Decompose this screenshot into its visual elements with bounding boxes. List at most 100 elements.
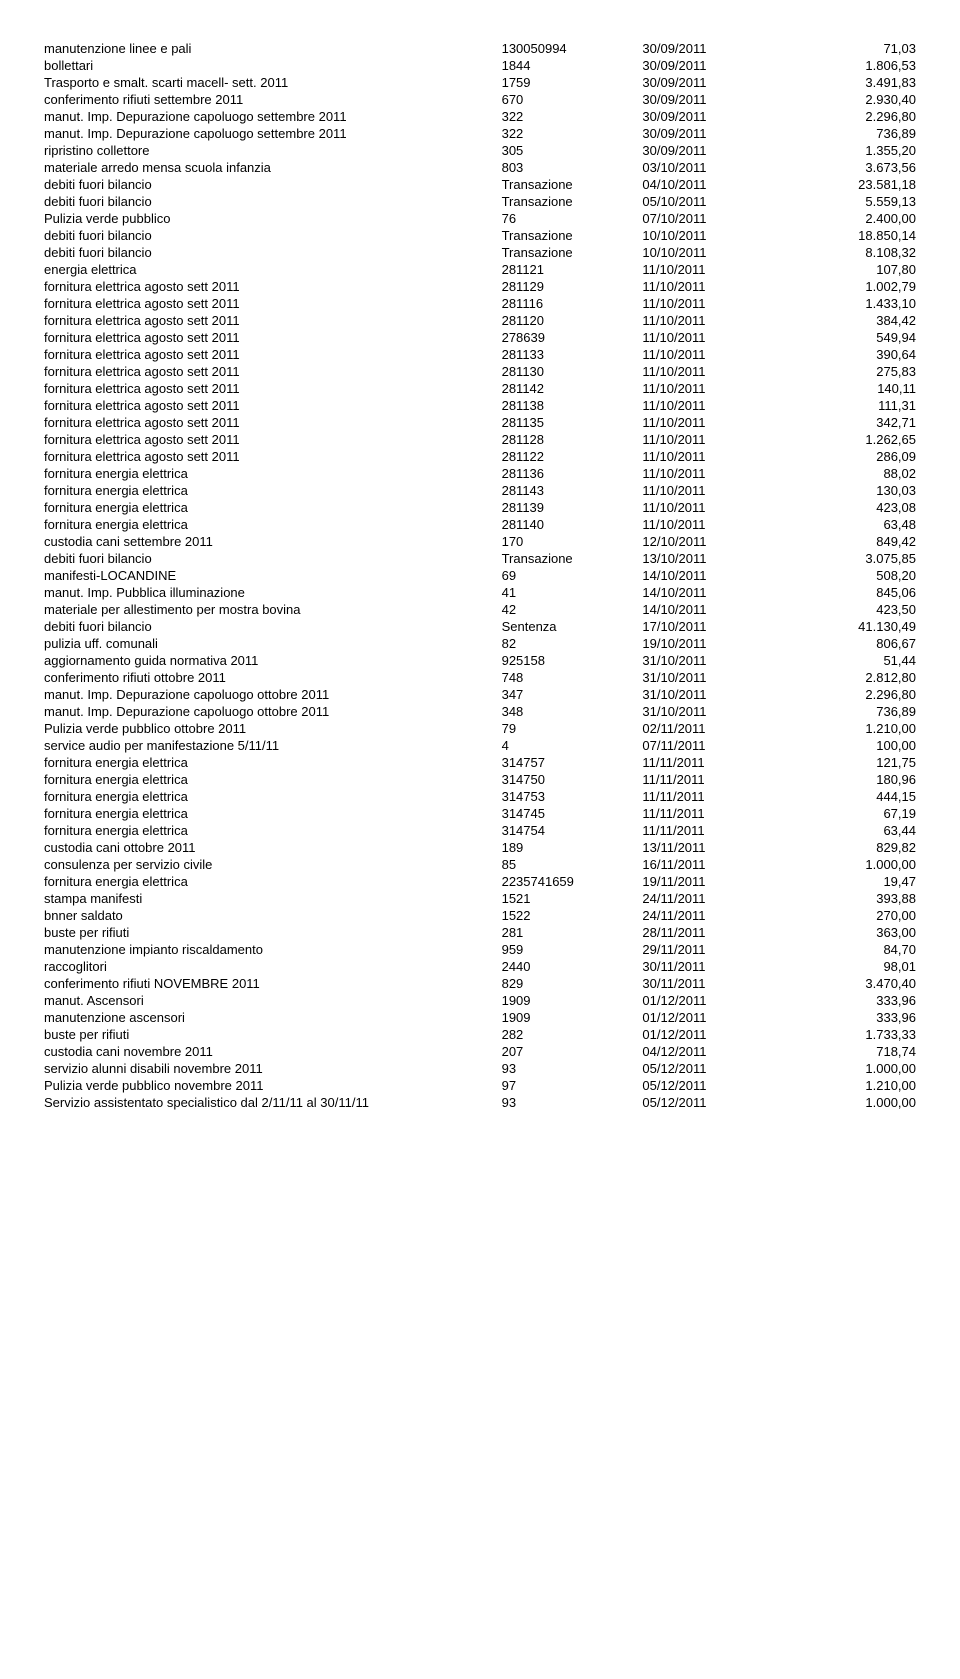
cell-description: fornitura elettrica agosto sett 2011 xyxy=(40,380,498,397)
cell-code: 282 xyxy=(498,1026,639,1043)
table-row: manut. Imp. Pubblica illuminazione4114/1… xyxy=(40,584,920,601)
cell-amount: 2.296,80 xyxy=(779,686,920,703)
cell-amount: 41.130,49 xyxy=(779,618,920,635)
cell-description: materiale per allestimento per mostra bo… xyxy=(40,601,498,618)
table-row: materiale per allestimento per mostra bo… xyxy=(40,601,920,618)
cell-description: fornitura elettrica agosto sett 2011 xyxy=(40,329,498,346)
cell-code: 79 xyxy=(498,720,639,737)
cell-date: 07/11/2011 xyxy=(638,737,779,754)
cell-date: 11/10/2011 xyxy=(638,431,779,448)
cell-description: buste per rifiuti xyxy=(40,1026,498,1043)
cell-description: manut. Ascensori xyxy=(40,992,498,1009)
cell-date: 11/10/2011 xyxy=(638,380,779,397)
cell-date: 16/11/2011 xyxy=(638,856,779,873)
cell-date: 01/12/2011 xyxy=(638,1009,779,1026)
cell-date: 14/10/2011 xyxy=(638,584,779,601)
cell-date: 13/11/2011 xyxy=(638,839,779,856)
cell-description: debiti fuori bilancio xyxy=(40,227,498,244)
cell-description: bnner saldato xyxy=(40,907,498,924)
cell-code: 93 xyxy=(498,1060,639,1077)
cell-date: 31/10/2011 xyxy=(638,686,779,703)
cell-date: 31/10/2011 xyxy=(638,669,779,686)
table-row: Trasporto e smalt. scarti macell- sett. … xyxy=(40,74,920,91)
table-row: service audio per manifestazione 5/11/11… xyxy=(40,737,920,754)
table-row: manut. Ascensori190901/12/2011333,96 xyxy=(40,992,920,1009)
cell-description: fornitura elettrica agosto sett 2011 xyxy=(40,346,498,363)
cell-description: manut. Imp. Depurazione capoluogo ottobr… xyxy=(40,703,498,720)
cell-amount: 23.581,18 xyxy=(779,176,920,193)
cell-code: 93 xyxy=(498,1094,639,1111)
cell-code: 281142 xyxy=(498,380,639,397)
table-row: fornitura energia elettrica31475711/11/2… xyxy=(40,754,920,771)
cell-description: conferimento rifiuti ottobre 2011 xyxy=(40,669,498,686)
cell-code: 41 xyxy=(498,584,639,601)
cell-description: manifesti-LOCANDINE xyxy=(40,567,498,584)
cell-description: buste per rifiuti xyxy=(40,924,498,941)
cell-code: Transazione xyxy=(498,550,639,567)
cell-code: Transazione xyxy=(498,176,639,193)
cell-code: 97 xyxy=(498,1077,639,1094)
table-row: fornitura elettrica agosto sett 20112811… xyxy=(40,448,920,465)
table-row: fornitura elettrica agosto sett 20112811… xyxy=(40,431,920,448)
cell-date: 11/10/2011 xyxy=(638,499,779,516)
cell-amount: 342,71 xyxy=(779,414,920,431)
cell-amount: 1.355,20 xyxy=(779,142,920,159)
cell-date: 11/10/2011 xyxy=(638,363,779,380)
cell-description: manut. Imp. Depurazione capoluogo settem… xyxy=(40,108,498,125)
cell-code: 281128 xyxy=(498,431,639,448)
cell-date: 05/12/2011 xyxy=(638,1060,779,1077)
cell-amount: 63,48 xyxy=(779,516,920,533)
cell-amount: 393,88 xyxy=(779,890,920,907)
cell-amount: 1.262,65 xyxy=(779,431,920,448)
table-row: manutenzione impianto riscaldamento95929… xyxy=(40,941,920,958)
cell-code: 189 xyxy=(498,839,639,856)
cell-description: fornitura elettrica agosto sett 2011 xyxy=(40,312,498,329)
cell-description: fornitura elettrica agosto sett 2011 xyxy=(40,397,498,414)
cell-date: 03/10/2011 xyxy=(638,159,779,176)
cell-code: 281138 xyxy=(498,397,639,414)
cell-description: fornitura energia elettrica xyxy=(40,754,498,771)
table-row: manut. Imp. Depurazione capoluogo ottobr… xyxy=(40,703,920,720)
cell-date: 05/12/2011 xyxy=(638,1077,779,1094)
cell-code: 748 xyxy=(498,669,639,686)
table-row: ripristino collettore30530/09/20111.355,… xyxy=(40,142,920,159)
cell-date: 31/10/2011 xyxy=(638,703,779,720)
cell-code: 348 xyxy=(498,703,639,720)
cell-code: 42 xyxy=(498,601,639,618)
cell-description: servizio alunni disabili novembre 2011 xyxy=(40,1060,498,1077)
cell-date: 19/11/2011 xyxy=(638,873,779,890)
cell-code: 314750 xyxy=(498,771,639,788)
cell-code: 278639 xyxy=(498,329,639,346)
cell-description: fornitura elettrica agosto sett 2011 xyxy=(40,414,498,431)
table-row: custodia cani novembre 201120704/12/2011… xyxy=(40,1043,920,1060)
cell-date: 01/12/2011 xyxy=(638,992,779,1009)
table-row: fornitura energia elettrica28114311/10/2… xyxy=(40,482,920,499)
cell-description: debiti fuori bilancio xyxy=(40,193,498,210)
cell-description: manut. Imp. Pubblica illuminazione xyxy=(40,584,498,601)
cell-date: 11/10/2011 xyxy=(638,482,779,499)
table-row: raccoglitori244030/11/201198,01 xyxy=(40,958,920,975)
cell-code: 281133 xyxy=(498,346,639,363)
cell-date: 02/11/2011 xyxy=(638,720,779,737)
cell-amount: 829,82 xyxy=(779,839,920,856)
cell-description: ripristino collettore xyxy=(40,142,498,159)
cell-code: 314745 xyxy=(498,805,639,822)
table-row: stampa manifesti152124/11/2011393,88 xyxy=(40,890,920,907)
table-row: custodia cani settembre 201117012/10/201… xyxy=(40,533,920,550)
cell-date: 30/09/2011 xyxy=(638,142,779,159)
cell-amount: 2.296,80 xyxy=(779,108,920,125)
cell-date: 12/10/2011 xyxy=(638,533,779,550)
cell-date: 11/10/2011 xyxy=(638,346,779,363)
cell-description: fornitura elettrica agosto sett 2011 xyxy=(40,278,498,295)
cell-amount: 67,19 xyxy=(779,805,920,822)
cell-amount: 806,67 xyxy=(779,635,920,652)
cell-date: 04/12/2011 xyxy=(638,1043,779,1060)
cell-description: manut. Imp. Depurazione capoluogo settem… xyxy=(40,125,498,142)
cell-description: debiti fuori bilancio xyxy=(40,176,498,193)
cell-amount: 130,03 xyxy=(779,482,920,499)
table-row: debiti fuori bilancioTransazione05/10/20… xyxy=(40,193,920,210)
cell-amount: 286,09 xyxy=(779,448,920,465)
cell-code: 1909 xyxy=(498,992,639,1009)
table-row: fornitura elettrica agosto sett 20112811… xyxy=(40,295,920,312)
cell-amount: 3.470,40 xyxy=(779,975,920,992)
